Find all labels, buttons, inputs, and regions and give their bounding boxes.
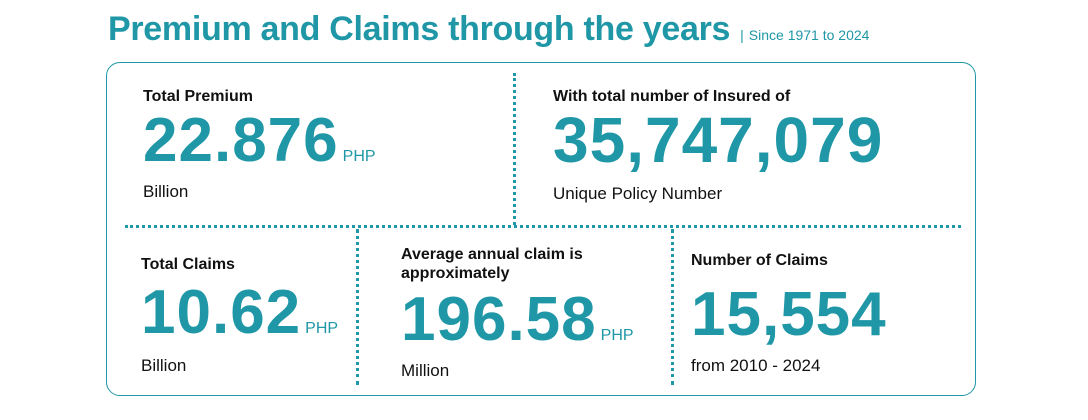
stat-sub: Billion: [143, 182, 189, 201]
stat-value-wrap: 196.58 PHP: [401, 289, 661, 351]
stat-total-premium: Total Premium 22.876 PHP Billion: [143, 87, 376, 202]
stat-sub: Million: [401, 361, 450, 380]
stat-value: 22.876: [143, 106, 339, 175]
stat-label: Average annual claim is approximately: [401, 246, 583, 282]
stat-unit: PHP: [305, 320, 339, 337]
page-subtitle-text: Since 1971 to 2024: [748, 27, 870, 43]
header: Premium and Claims through the years | Si…: [108, 10, 869, 49]
stat-sub: Billion: [141, 356, 187, 375]
stat-value: 15,554: [691, 280, 887, 349]
stat-label: With total number of Insured of: [553, 88, 791, 105]
stat-value: 196.58: [401, 285, 597, 354]
divider-horizontal: [125, 225, 961, 228]
divider-vertical-top: [513, 73, 516, 225]
stat-number-claims: Number of Claims 15,554 from 2010 - 2024: [691, 251, 887, 376]
stat-unit: PHP: [600, 327, 634, 344]
divider-vertical-bottom-left: [356, 229, 359, 385]
stat-average-claim: Average annual claim is approximately 19…: [401, 245, 661, 381]
stat-sub: Unique Policy Number: [553, 184, 723, 203]
stat-value-wrap: 10.62 PHP: [141, 282, 338, 344]
stat-value-wrap: 22.876 PHP: [143, 110, 376, 172]
stats-card: Total Premium 22.876 PHP Billion With tot…: [106, 62, 976, 396]
stat-value: 35,747,079: [553, 104, 884, 176]
stat-sub: from 2010 - 2024: [691, 356, 821, 375]
page-subtitle: | Since 1971 to 2024: [740, 27, 869, 43]
stat-total-claims: Total Claims 10.62 PHP Billion: [141, 255, 338, 376]
title-separator: |: [740, 27, 744, 43]
stat-label: Number of Claims: [691, 252, 828, 269]
stat-label: Total Premium: [143, 88, 253, 105]
stat-insured: With total number of Insured of 35,747,0…: [553, 87, 883, 204]
page-title: Premium and Claims through the years: [108, 10, 731, 48]
stat-label: Total Claims: [141, 256, 235, 273]
divider-vertical-bottom-right: [671, 229, 674, 385]
stat-unit: PHP: [342, 148, 376, 165]
stat-value: 10.62: [141, 278, 302, 347]
